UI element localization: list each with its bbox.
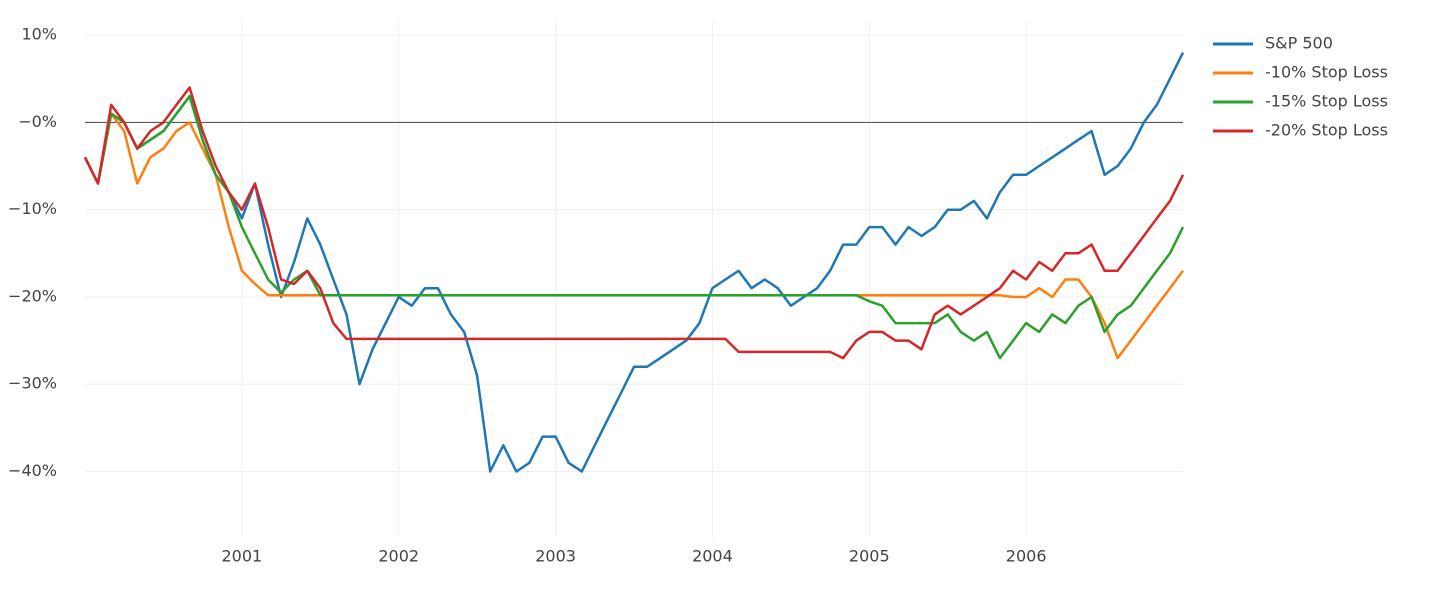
series-line xyxy=(83,94,1185,360)
legend-label[interactable]: -20% Stop Loss xyxy=(1265,121,1388,140)
x-tick-label: 2006 xyxy=(1006,547,1047,566)
series-line xyxy=(83,86,1185,360)
y-tick-label: −30% xyxy=(8,374,57,393)
y-tick-label: −0% xyxy=(18,112,57,131)
series-line xyxy=(83,52,1185,473)
x-tick-label: 2002 xyxy=(378,547,419,566)
y-tick-label: −20% xyxy=(8,286,57,305)
y-tick-label: 10% xyxy=(21,25,57,44)
x-tick-label: 2005 xyxy=(849,547,890,566)
y-tick-label: −10% xyxy=(8,199,57,218)
legend-label[interactable]: -15% Stop Loss xyxy=(1265,92,1388,111)
x-tick-label: 2004 xyxy=(692,547,733,566)
y-tick-label: −40% xyxy=(8,461,57,480)
series-line xyxy=(83,112,1185,360)
legend-label[interactable]: -10% Stop Loss xyxy=(1265,63,1388,82)
x-tick-label: 2001 xyxy=(221,547,262,566)
legend-label[interactable]: S&P 500 xyxy=(1265,34,1333,53)
x-tick-label: 2003 xyxy=(535,547,576,566)
